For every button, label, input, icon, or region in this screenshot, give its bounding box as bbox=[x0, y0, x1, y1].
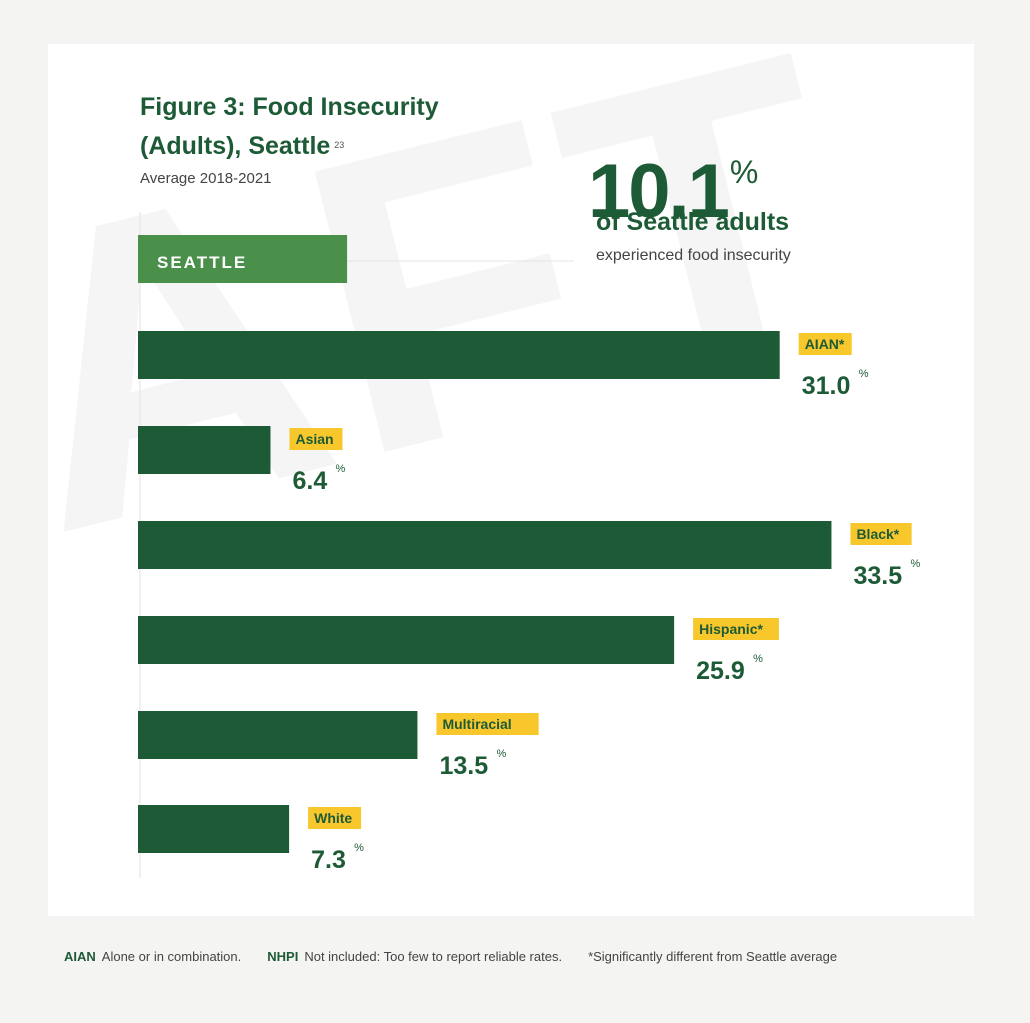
footer-aian-def: Alone or in combination. bbox=[101, 949, 242, 964]
highlight-line2: experienced food insecurity bbox=[596, 247, 791, 264]
value-label-0: 31.0 bbox=[802, 372, 851, 400]
reference-bar-label: SEATTLE bbox=[157, 253, 247, 272]
value-unit-3: % bbox=[753, 653, 763, 665]
value-unit-0: % bbox=[859, 368, 869, 380]
value-unit-4: % bbox=[496, 748, 506, 760]
category-label-bg-4 bbox=[436, 713, 539, 735]
bar-3 bbox=[138, 616, 675, 664]
value-label-2: 33.5 bbox=[853, 562, 902, 590]
reference-bar bbox=[138, 235, 348, 283]
footer-aian-term: AIAN bbox=[64, 949, 96, 964]
category-label-bg-3 bbox=[693, 618, 779, 640]
bar-1 bbox=[138, 426, 271, 474]
value-unit-2: % bbox=[910, 558, 920, 570]
chart-card bbox=[48, 44, 974, 916]
bar-5 bbox=[138, 805, 290, 853]
bar-0 bbox=[138, 331, 780, 379]
value-label-1: 6.4 bbox=[292, 467, 327, 495]
category-label-bg-1 bbox=[289, 428, 343, 450]
footer-significance-note: *Significantly different from Seattle av… bbox=[588, 949, 838, 964]
footer-nhpi-def: Not included: Too few to report reliable… bbox=[304, 949, 563, 964]
category-label-bg-5 bbox=[308, 807, 362, 829]
footer-notes: AIAN Alone or in combination. NHPI Not incl… bbox=[64, 949, 984, 964]
category-label-5: White bbox=[314, 810, 352, 826]
highlight-line1: of Seattle adults bbox=[596, 208, 790, 236]
highlight-unit: % bbox=[729, 154, 759, 190]
footer-nhpi-term: NHPI bbox=[267, 949, 299, 964]
value-unit-1: % bbox=[335, 463, 345, 475]
category-label-4: Multiracial bbox=[442, 716, 511, 732]
value-unit-5: % bbox=[354, 842, 364, 854]
category-label-bg-2 bbox=[850, 523, 912, 545]
category-label-1: Asian bbox=[295, 431, 333, 447]
value-label-5: 7.3 bbox=[311, 846, 346, 874]
bar-2 bbox=[138, 521, 832, 569]
category-label-0: AIAN* bbox=[805, 336, 845, 352]
figure-subtitle: Average 2018-2021 bbox=[140, 170, 272, 187]
value-label-3: 25.9 bbox=[696, 657, 745, 685]
category-label-3: Hispanic* bbox=[699, 621, 763, 637]
highlight-number: 10.1 bbox=[588, 149, 730, 234]
category-label-2: Black* bbox=[856, 526, 899, 542]
value-label-4: 13.5 bbox=[439, 752, 488, 780]
figure-title: Figure 3: Food Insecurity (Adults), Seat… bbox=[140, 93, 439, 160]
footnote-ref: 23 bbox=[334, 140, 345, 150]
category-label-bg-0 bbox=[798, 333, 852, 355]
bar-4 bbox=[138, 711, 418, 759]
highlight-value: 10.1% bbox=[588, 130, 758, 234]
